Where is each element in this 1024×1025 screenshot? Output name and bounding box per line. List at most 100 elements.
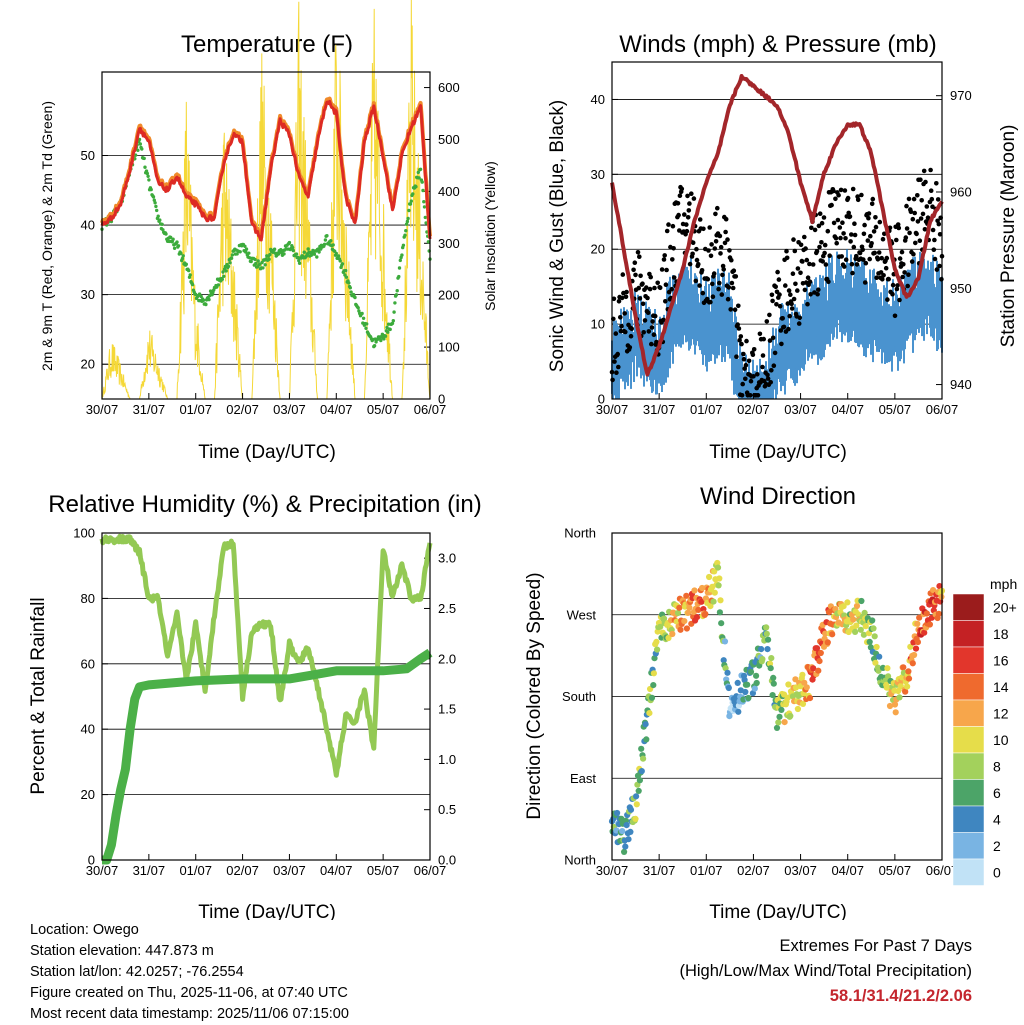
gust-point — [687, 201, 692, 206]
dewpoint-point — [416, 170, 420, 175]
dewpoint-point — [323, 238, 328, 242]
direction-xtick-label: 03/07 — [784, 863, 817, 878]
gust-point — [645, 310, 651, 316]
gust-point — [618, 315, 623, 320]
gust-point — [915, 193, 920, 198]
direction-point — [635, 787, 642, 795]
direction-point — [619, 828, 626, 835]
dewpoint-point — [401, 243, 406, 247]
gust-point — [929, 196, 935, 202]
humidity-ytick-right-label: 1.5 — [438, 702, 456, 717]
direction-point — [763, 624, 770, 631]
direction-point — [816, 658, 823, 665]
gust-point — [694, 257, 700, 263]
gust-point — [743, 362, 749, 368]
gust-point — [790, 271, 796, 277]
winds-xtick-label: 04/07 — [831, 402, 864, 417]
dewpoint-point — [230, 253, 235, 257]
gust-point — [772, 350, 778, 356]
gust-point — [788, 292, 793, 298]
gust-point — [767, 338, 773, 343]
direction-point — [707, 603, 714, 610]
gust-point — [833, 235, 839, 241]
direction-point — [741, 676, 748, 684]
gust-point — [761, 336, 766, 342]
gust-point — [803, 246, 808, 251]
direction-point — [623, 822, 630, 829]
gust-point — [622, 311, 627, 316]
gust-point — [848, 239, 853, 244]
humidity-ytick-label: 100 — [73, 526, 95, 541]
colorbar-label: 12 — [993, 705, 1009, 721]
direction-point — [710, 598, 717, 605]
gust-point — [883, 265, 889, 271]
gust-point — [937, 263, 942, 269]
dewpoint-point — [344, 275, 349, 279]
humidity-xlabel: Time (Day/UTC) — [198, 902, 336, 920]
gust-point — [619, 324, 624, 329]
dewpoint-point — [302, 250, 306, 254]
humidity-ytick-label: 40 — [81, 722, 95, 737]
dewpoint-point — [392, 310, 396, 314]
dewpoint-point — [336, 254, 341, 258]
gust-point — [808, 292, 813, 297]
direction-point — [669, 630, 676, 638]
dewpoint-point — [254, 261, 258, 266]
gust-point — [817, 244, 822, 250]
direction-point — [638, 768, 645, 775]
direction-point — [905, 668, 912, 675]
dewpoint-point — [207, 297, 211, 302]
winds-ytick-right-label: 970 — [950, 88, 972, 103]
gust-point — [781, 324, 787, 330]
direction-point — [625, 836, 632, 843]
gust-point — [710, 281, 715, 287]
gust-point — [690, 251, 695, 257]
direction-point — [681, 618, 688, 625]
winds-title: Winds (mph) & Pressure (mb) — [619, 31, 936, 58]
direction-xtick-label: 31/07 — [643, 863, 676, 878]
winds-ytick-label: 30 — [591, 167, 605, 182]
direction-point — [627, 828, 634, 836]
gust-point — [825, 228, 831, 234]
dewpoint-point — [180, 256, 185, 261]
humidity-ytick-right-label: 0.5 — [438, 802, 456, 817]
gust-point — [884, 255, 890, 261]
direction-point — [822, 630, 829, 637]
direction-point — [706, 573, 713, 581]
gust-point — [917, 238, 923, 243]
gust-point — [757, 331, 763, 337]
gust-point — [817, 211, 823, 216]
dewpoint-point — [317, 250, 321, 254]
winds-ytick-label: 10 — [591, 317, 605, 332]
gust-point — [879, 255, 884, 261]
winds-ytick-label: 40 — [591, 92, 605, 107]
dewpoint-point — [312, 252, 317, 256]
gust-point — [707, 225, 712, 230]
gust-point — [676, 212, 681, 218]
direction-ytick-label: North — [564, 526, 596, 541]
gust-point — [897, 297, 902, 303]
elevation-text: Station elevation: 447.873 m — [30, 943, 214, 959]
gust-point — [770, 335, 776, 341]
gust-point — [923, 179, 928, 185]
gust-point — [932, 256, 938, 262]
direction-point — [768, 655, 775, 662]
dewpoint-point — [164, 232, 168, 236]
gust-point — [868, 233, 873, 239]
winds-ylabel: Sonic Wind & Gust (Blue, Black) — [547, 100, 568, 372]
gust-point — [675, 201, 681, 206]
winds-ylabel-right: Station Pressure (Maroon) — [998, 125, 1019, 348]
direction-xtick-label: 01/07 — [690, 863, 723, 878]
dewpoint-point — [263, 263, 267, 267]
gust-point — [760, 364, 765, 370]
direction-point — [627, 806, 635, 813]
pressure-line — [610, 74, 944, 377]
humidity-xtick-label: 03/07 — [273, 863, 306, 878]
humidity-ytick-right-label: 2.0 — [438, 651, 456, 666]
colorbar-swatch — [952, 726, 985, 754]
winds-ytick-right-label: 940 — [950, 377, 972, 392]
temperature-xtick-label: 03/07 — [273, 402, 306, 417]
direction-point — [758, 646, 765, 653]
temperature-xtick-label: 05/07 — [367, 402, 400, 417]
dewpoint-point — [403, 233, 407, 237]
